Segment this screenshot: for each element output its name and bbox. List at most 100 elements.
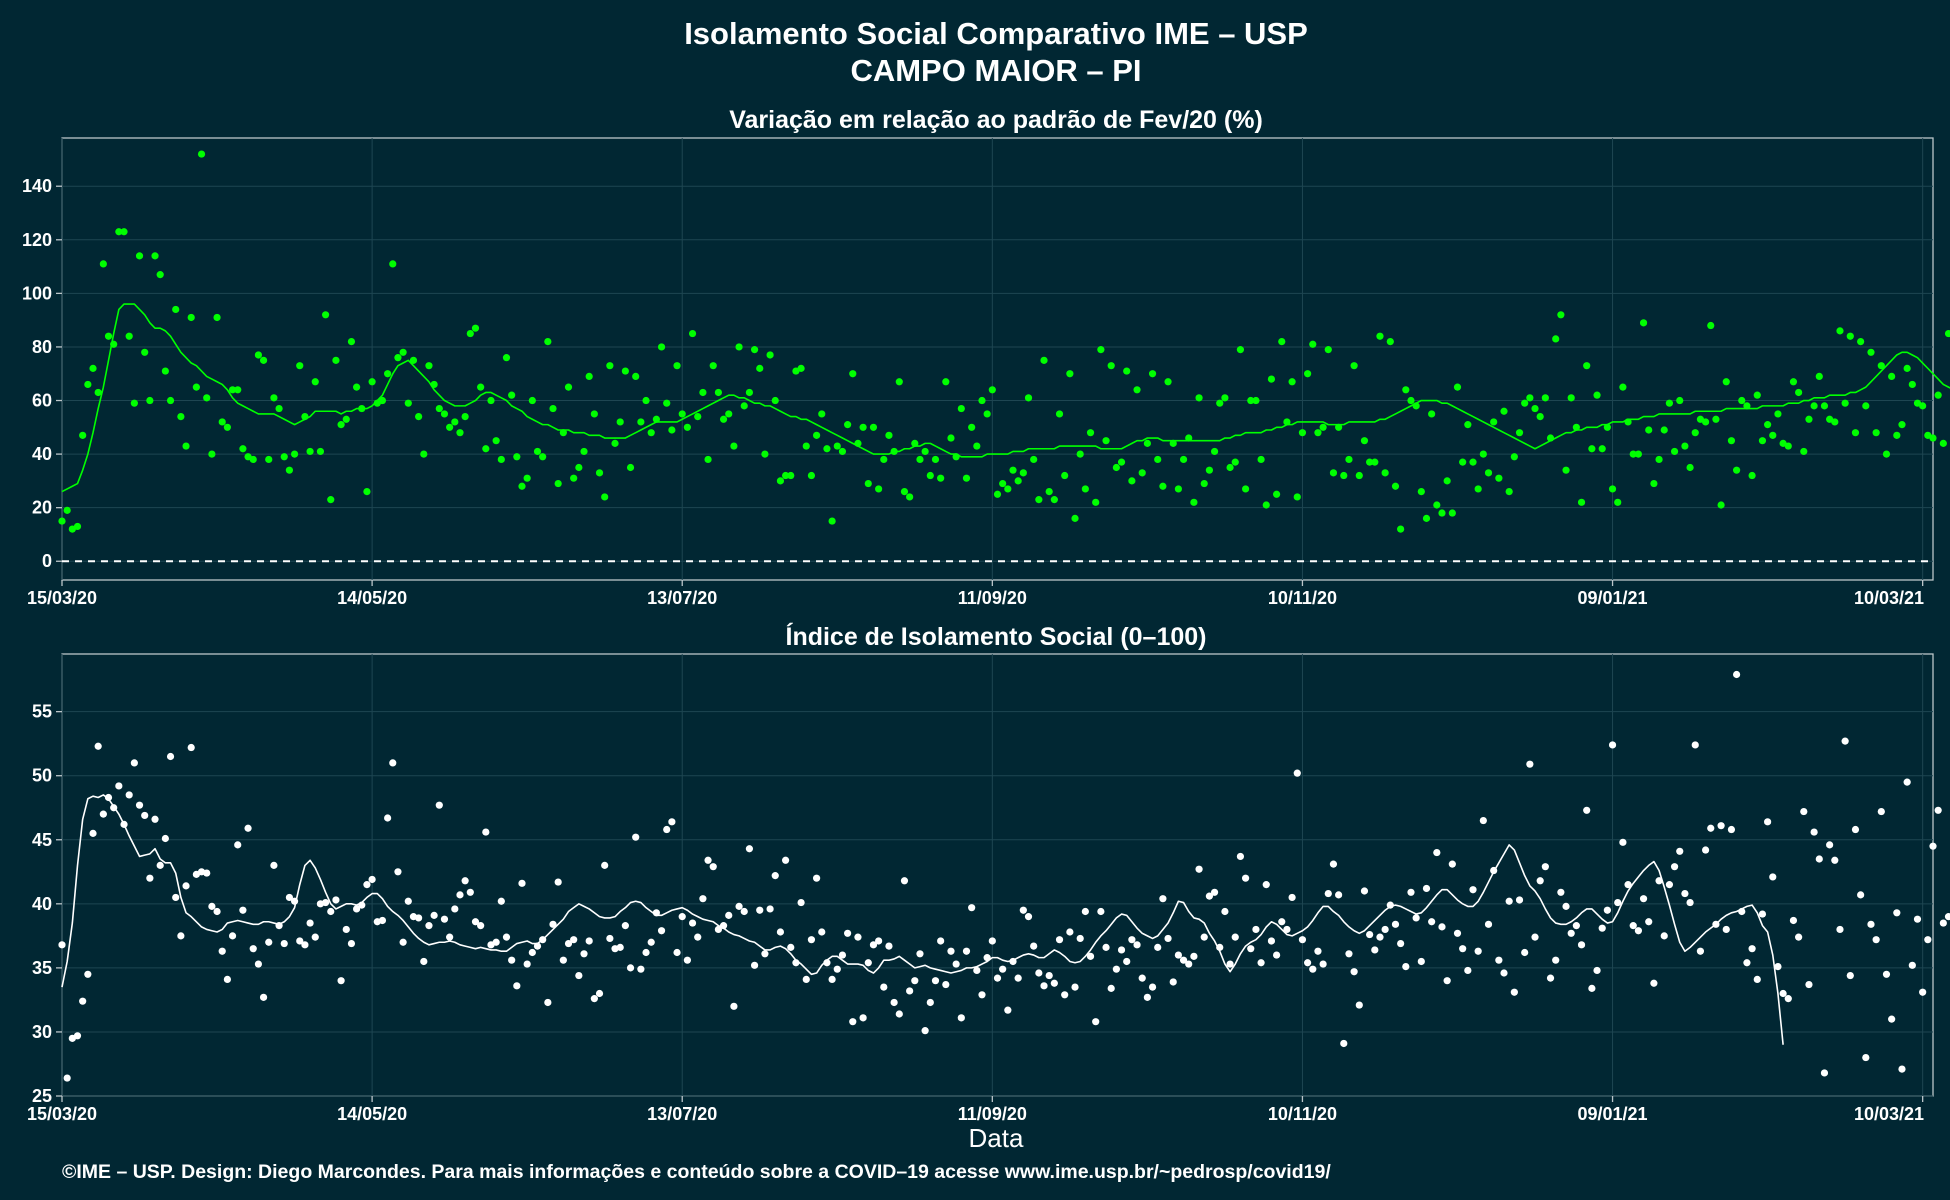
panel2-data-point: [1081, 907, 1089, 916]
panel2-x-tick-label: 10/11/20: [1268, 1104, 1337, 1124]
panel2-data-point: [828, 975, 836, 984]
panel2-data-point: [1112, 965, 1120, 973]
panel2-data-point: [58, 941, 66, 949]
panel1-data-point: [1857, 337, 1865, 346]
panel1-data-point: [802, 442, 810, 450]
panel2-data-point: [1888, 1015, 1896, 1023]
panel1-data-point: [1851, 429, 1860, 437]
panel2-data-point: [725, 911, 733, 919]
panel2-data-point: [1541, 863, 1549, 871]
panel2-data-point: [544, 998, 552, 1007]
panel1-data-point: [1112, 463, 1120, 472]
panel2-data-point: [554, 878, 562, 886]
panel2-data-point: [802, 975, 810, 984]
panel2-x-tick-label: 15/03/20: [27, 1104, 97, 1124]
panel1-data-point: [1257, 455, 1265, 464]
panel2-data-point: [849, 1018, 857, 1026]
panel1-data-point: [864, 479, 872, 488]
panel1-data-point: [1262, 501, 1270, 509]
panel2-data-point: [378, 916, 387, 925]
panel2-data-point: [911, 977, 919, 985]
panel1-y-axis: 0 20 40 60 80 100 120 140: [22, 176, 62, 571]
panel2-data-point: [1024, 913, 1033, 921]
panel1-data-point: [869, 423, 878, 431]
panel2-data-point: [125, 791, 133, 799]
panel1-data-point: [1205, 466, 1214, 474]
panel2-x-axis: 15/03/20 14/05/20 13/07/20 11/09/20 10/11/20…: [27, 1096, 1924, 1124]
panel1-data-point: [1288, 378, 1296, 386]
panel2-data-point: [575, 971, 583, 980]
panel1-data-point: [1541, 394, 1549, 402]
panel2-data-point: [761, 950, 769, 958]
panel1-data-point: [1712, 415, 1720, 423]
panel1-data-point: [1453, 383, 1462, 391]
panel2-data-point: [900, 877, 909, 885]
panel2-data-point: [440, 915, 449, 923]
panel2-data-point: [1913, 915, 1922, 923]
panel1-data-point: [270, 394, 278, 402]
panel1-data-point: [1810, 402, 1818, 410]
panel1-data-point: [1484, 469, 1493, 477]
panel2-data-point: [1815, 855, 1823, 863]
panel1-data-point: [440, 410, 449, 418]
panel2-data-point: [1092, 1018, 1100, 1026]
panel2-x-tick-label: 10/03/21: [1854, 1104, 1924, 1124]
panel1-data-point: [1076, 450, 1084, 458]
panel1-data-point: [1438, 509, 1446, 517]
panel2-data-point: [1774, 963, 1782, 971]
panel2-y-axis: 25 30 35 40 45 50 55: [32, 702, 62, 1106]
panel1-data-point: [316, 447, 325, 456]
panel2-data-point: [1469, 886, 1477, 894]
panel2-data-point: [750, 961, 759, 969]
panel2-data-point: [79, 997, 87, 1005]
panel2-data-point: [688, 919, 697, 927]
panel2-data-point: [1298, 936, 1307, 944]
panel1-data-point: [1567, 394, 1575, 402]
panel2-data-point: [1583, 806, 1591, 814]
panel2-data-point: [1691, 741, 1699, 749]
panel2-data-point: [384, 814, 392, 822]
panel1-data-point: [471, 324, 480, 332]
panel2-y-tick-label: 25: [32, 1086, 52, 1106]
panel2-data-point: [1764, 818, 1772, 826]
panel1-data-point: [1267, 375, 1276, 383]
panel2-data-point: [1428, 918, 1436, 926]
panel1-data-point: [745, 388, 754, 397]
panel1-data-point: [1159, 482, 1167, 490]
panel2-data-point: [161, 834, 169, 843]
panel1-data-point: [1086, 429, 1095, 437]
panel1-data-point: [766, 351, 774, 359]
panel1-data-point: [1789, 378, 1798, 386]
panel2-data-point: [259, 993, 268, 1001]
panel1-data-point: [1210, 447, 1219, 456]
panel1-data-point: [1278, 337, 1286, 346]
panel2-data-point: [1670, 863, 1679, 871]
panel2-data-point: [513, 982, 521, 990]
panel1-data-point: [1319, 423, 1327, 431]
panel1-data-point: [290, 450, 299, 458]
panel2-data-point: [1200, 933, 1208, 941]
panel2-data-point: [502, 933, 511, 941]
panel1-data-point: [601, 493, 609, 501]
panel1-data-point: [1572, 423, 1580, 431]
panel1-data-point: [94, 388, 102, 397]
panel1-data-point: [1055, 410, 1064, 418]
panel1-data-point: [1577, 498, 1586, 506]
panel2-data-point: [1660, 932, 1668, 940]
panel1-data-point: [1397, 525, 1405, 533]
panel1-data-point: [570, 474, 578, 482]
panel1-data-point: [539, 453, 547, 461]
panel1-data-point: [435, 404, 443, 413]
panel1-data-point: [756, 364, 764, 372]
panel1-data-point: [172, 305, 180, 314]
panel2-x-tick-label: 09/01/21: [1578, 1104, 1648, 1124]
panel1-data-point: [606, 362, 614, 370]
panel2-data-point: [1231, 933, 1239, 941]
panel2-data-point: [1376, 933, 1384, 941]
panel1-data-point: [1614, 498, 1622, 506]
panel2-data-point: [285, 893, 294, 902]
panel2-data-point: [942, 980, 950, 989]
panel1-data-point: [1743, 402, 1751, 410]
panel2-data-point: [1205, 892, 1214, 900]
